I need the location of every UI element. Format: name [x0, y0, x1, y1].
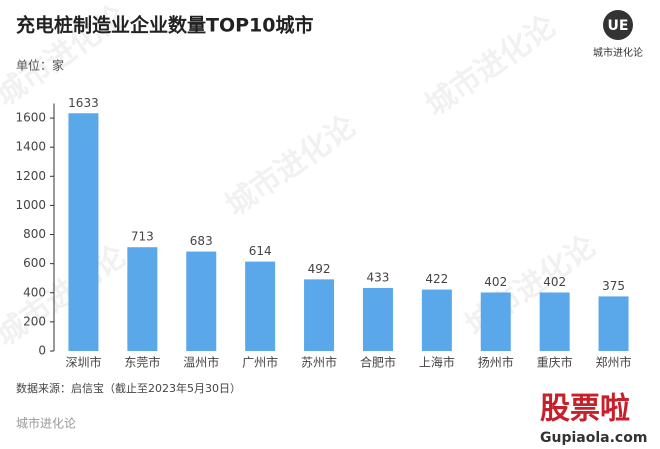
- watermark: 城市进化论: [219, 108, 363, 223]
- x-tick-label: 重庆市: [537, 355, 573, 370]
- watermark: 城市进化论: [419, 8, 563, 123]
- logo-circle: [603, 10, 633, 40]
- value-label: 402: [543, 275, 566, 289]
- value-label: 492: [308, 262, 331, 276]
- bar: [245, 261, 276, 351]
- x-tick-label: 合肥市: [360, 355, 396, 370]
- x-tick-label: 上海市: [419, 355, 455, 370]
- value-label: 433: [366, 270, 389, 284]
- y-tick-label: 0: [38, 344, 46, 358]
- x-tick-label: 温州市: [183, 355, 219, 370]
- bar: [186, 251, 217, 351]
- chart-title: 充电桩制造业企业数量TOP10城市: [16, 14, 313, 37]
- site-url: Gupiaola.com: [540, 430, 647, 446]
- y-tick-label: 800: [23, 227, 46, 241]
- bar: [598, 296, 629, 351]
- bar: [362, 287, 393, 351]
- value-label: 1633: [68, 96, 99, 110]
- y-tick-label: 1400: [15, 140, 46, 154]
- y-tick-label: 1000: [15, 198, 46, 212]
- logo-text: 城市进化论: [593, 46, 643, 59]
- x-tick-label: 郑州市: [596, 355, 632, 370]
- site-watermark: 股票啦: [540, 392, 630, 427]
- x-tick-label: 扬州市: [478, 355, 514, 370]
- y-tick-label: 600: [23, 256, 46, 270]
- x-tick-label: 东莞市: [124, 355, 160, 370]
- value-label: 614: [249, 244, 272, 258]
- unit-label: 单位：家: [16, 58, 64, 73]
- value-label: 713: [131, 230, 154, 244]
- watermark: 城市进化论: [0, 238, 133, 353]
- y-tick-label: 400: [23, 285, 46, 299]
- value-label: 683: [190, 234, 213, 248]
- value-label: 422: [425, 272, 448, 286]
- bar: [127, 247, 158, 351]
- x-tick-label: 广州市: [242, 355, 278, 370]
- bar: [421, 289, 452, 351]
- logo: UE: [608, 18, 629, 34]
- x-tick-label: 深圳市: [65, 355, 101, 370]
- y-tick-label: 200: [23, 314, 46, 328]
- bar: [304, 279, 335, 351]
- value-label: 402: [484, 275, 507, 289]
- bar: [539, 292, 570, 351]
- y-tick-label: 1600: [15, 111, 46, 125]
- bar: [480, 292, 511, 351]
- bar: [68, 113, 99, 351]
- source: 数据来源：启信宝（截止至2023年5月30日）: [16, 381, 241, 395]
- x-tick-label: 苏州市: [301, 355, 337, 370]
- value-label: 375: [602, 279, 625, 293]
- footer: 城市进化论: [16, 416, 76, 431]
- y-tick-label: 1200: [15, 169, 46, 183]
